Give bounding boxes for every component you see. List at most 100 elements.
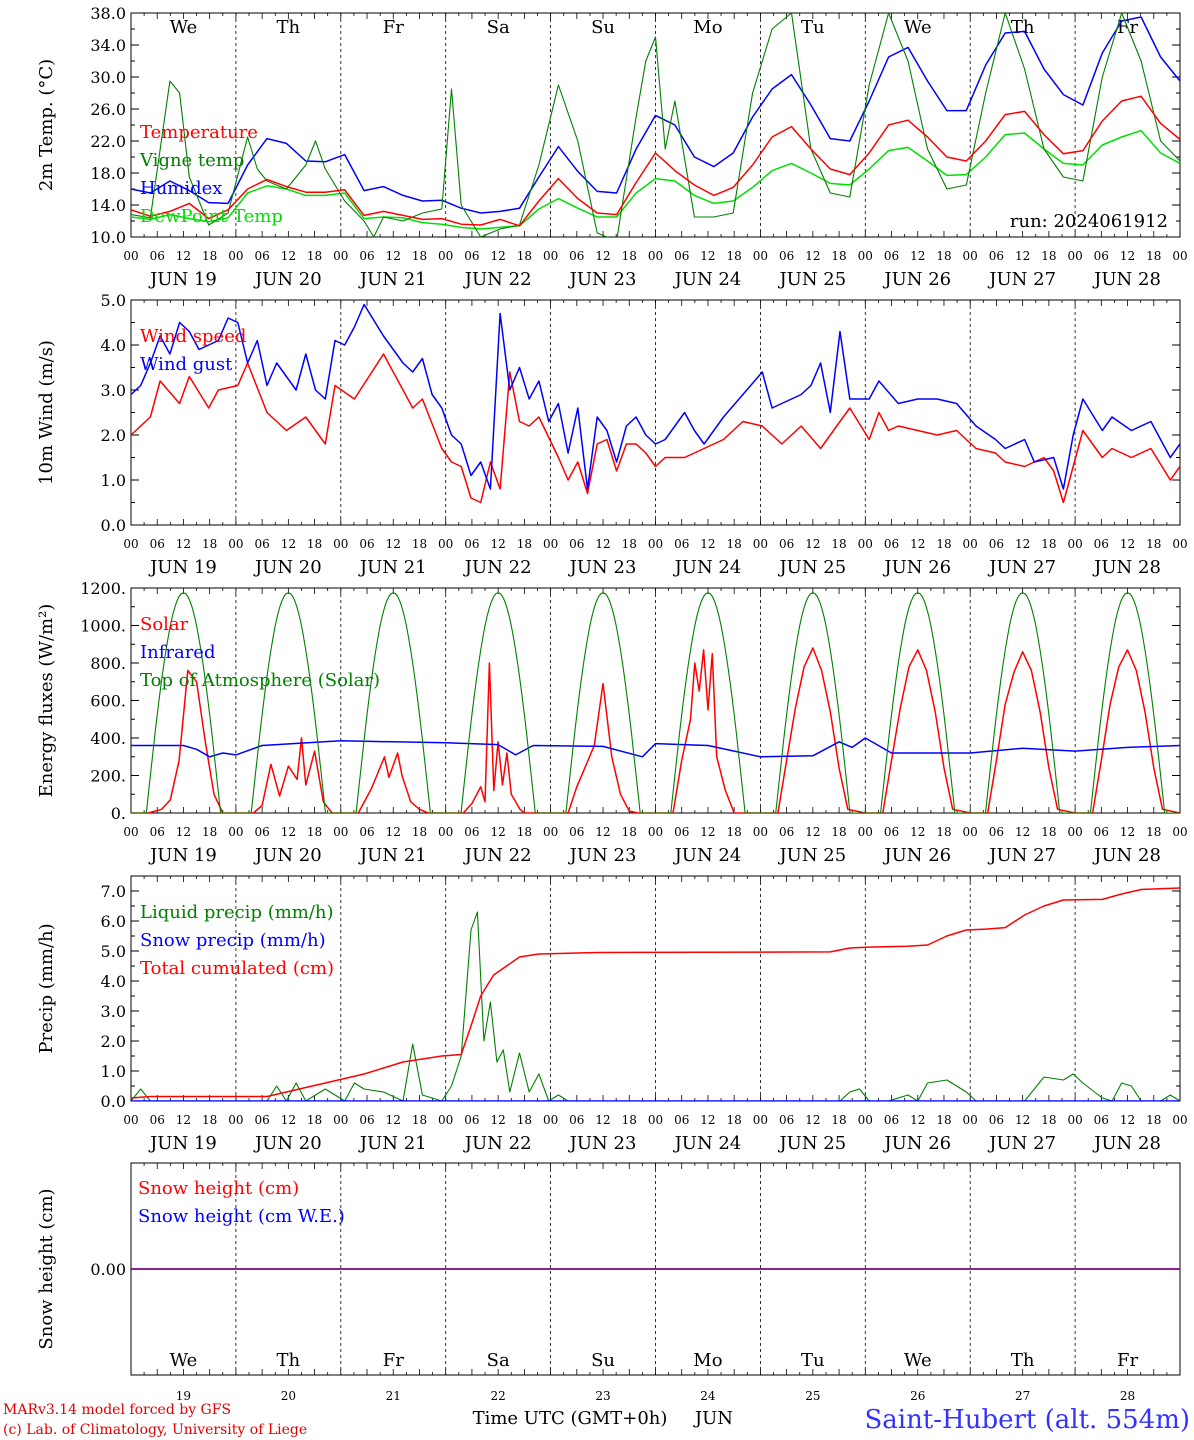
precip-hour-label: 00 <box>438 1113 453 1127</box>
temp-hour-label: 12 <box>281 249 296 263</box>
energy-hour-label: 00 <box>228 825 243 839</box>
temp-date-label: JUN 28 <box>1092 269 1161 290</box>
precip-y-tick-label: 3.0 <box>101 1002 126 1021</box>
copyright-credit: (c) Lab. of Climatology, University of L… <box>3 1422 307 1438</box>
temp-series-vigne-temp <box>131 13 1180 237</box>
temp-legend-entry: Vigne temp <box>139 150 244 171</box>
precip-series-liquid-precip-mm-h <box>131 911 1180 1101</box>
energy-hour-label: 00 <box>963 825 978 839</box>
energy-hour-label: 06 <box>1094 825 1109 839</box>
precip-y-tick-label: 0.0 <box>101 1092 126 1111</box>
temp-date-label: JUN 21 <box>358 269 427 290</box>
energy-date-label: JUN 21 <box>358 845 427 866</box>
energy-hour-label: 06 <box>779 825 794 839</box>
model-credit: MARv3.14 model forced by GFS <box>3 1402 231 1418</box>
wind-hour-label: 06 <box>569 537 584 551</box>
energy-hour-label: 12 <box>595 825 610 839</box>
wind-date-label: JUN 19 <box>148 557 217 578</box>
snow-weekday-label: Mo <box>693 1350 722 1371</box>
temp-series-group <box>131 13 1180 237</box>
wind-date-label: JUN 28 <box>1092 557 1161 578</box>
energy-hour-label: 00 <box>648 825 663 839</box>
precip-hour-label: 06 <box>359 1113 374 1127</box>
temp-weekday-label: We <box>170 17 198 38</box>
energy-date-label: JUN 25 <box>777 845 846 866</box>
temp-hour-label: 00 <box>543 249 558 263</box>
energy-hour-label: 18 <box>727 825 742 839</box>
wind-hour-label: 06 <box>779 537 794 551</box>
precip-hour-label: 06 <box>150 1113 165 1127</box>
energy-hour-label: 12 <box>386 825 401 839</box>
precip-hour-label: 00 <box>543 1113 558 1127</box>
snow-weekday-label: Fr <box>1117 1350 1138 1371</box>
energy-hour-label: 12 <box>700 825 715 839</box>
temp-hour-label: 06 <box>464 249 479 263</box>
precip-y-tick-label: 4.0 <box>101 972 126 991</box>
energy-hour-label: 06 <box>674 825 689 839</box>
temp-weekday-label: We <box>904 17 932 38</box>
energy-series-infrared <box>131 737 1180 758</box>
wind-y-tick-label: 2.0 <box>101 426 126 445</box>
precip-hour-label: 12 <box>1015 1113 1030 1127</box>
temp-legend-entry: Humidex <box>140 178 222 199</box>
energy-hour-label: 18 <box>936 825 951 839</box>
precip-y-tick-label: 2.0 <box>101 1032 126 1051</box>
precip-y-tick-label: 1.0 <box>101 1062 126 1081</box>
energy-hour-label: 00 <box>1067 825 1082 839</box>
temp-hour-label: 06 <box>989 249 1004 263</box>
precip-date-label: JUN 19 <box>148 1133 217 1154</box>
wind-y-tick-label: 0.0 <box>101 516 126 535</box>
precip-hour-label: 00 <box>963 1113 978 1127</box>
wind-date-label: JUN 24 <box>673 557 742 578</box>
precip-hour-label: 12 <box>910 1113 925 1127</box>
energy-hour-label: 18 <box>307 825 322 839</box>
precip-date-label: JUN 25 <box>777 1133 846 1154</box>
wind-hour-label: 00 <box>228 537 243 551</box>
precip-hour-label: 00 <box>1172 1113 1187 1127</box>
precip-y-tick-label: 7.0 <box>101 882 126 901</box>
temp-y-tick-label: 26.0 <box>90 100 126 119</box>
temp-hour-label: 18 <box>307 249 322 263</box>
energy-hour-label: 00 <box>543 825 558 839</box>
precip-hour-label: 06 <box>989 1113 1004 1127</box>
temp-hour-label: 18 <box>936 249 951 263</box>
temp-y-tick-label: 22.0 <box>90 132 126 151</box>
temp-hour-label: 06 <box>254 249 269 263</box>
energy-hour-label: 06 <box>989 825 1004 839</box>
wind-hour-label: 00 <box>438 537 453 551</box>
temp-hour-label: 12 <box>1015 249 1030 263</box>
temp-weekday-label: Fr <box>383 17 404 38</box>
temp-weekday-label: Tu <box>801 17 825 38</box>
energy-hour-label: 00 <box>753 825 768 839</box>
wind-hour-label: 00 <box>123 537 138 551</box>
temp-series-dewpoint-temp <box>131 129 1180 230</box>
precip-legend-entry: Total cumulated (cm) <box>140 958 334 979</box>
energy-hour-label: 18 <box>1041 825 1056 839</box>
temp-hour-label: 06 <box>359 249 374 263</box>
wind-hour-label: 00 <box>858 537 873 551</box>
temp-weekday-label: Th <box>1011 17 1035 38</box>
temp-hour-label: 18 <box>412 249 427 263</box>
wind-date-label: JUN 26 <box>882 557 951 578</box>
wind-hour-label: 12 <box>910 537 925 551</box>
precip-hour-label: 18 <box>307 1113 322 1127</box>
energy-hour-label: 06 <box>569 825 584 839</box>
temp-hour-label: 12 <box>386 249 401 263</box>
temp-date-label: JUN 26 <box>882 269 951 290</box>
temp-hour-label: 12 <box>805 249 820 263</box>
temp-legend-entry: DewPoint Temp <box>140 206 283 227</box>
wind-date-label: JUN 25 <box>777 557 846 578</box>
precip-hour-label: 12 <box>176 1113 191 1127</box>
temp-hour-label: 12 <box>700 249 715 263</box>
precip-hour-label: 00 <box>753 1113 768 1127</box>
day-number-label: 19 <box>176 1389 191 1403</box>
precip-hour-label: 12 <box>1120 1113 1135 1127</box>
precip-hour-label: 18 <box>936 1113 951 1127</box>
snow-legend-entry: Snow height (cm) <box>138 1178 299 1199</box>
energy-y-tick-label: 200. <box>90 767 126 786</box>
snow-weekday-label: We <box>170 1350 198 1371</box>
snow-weekday-label: Th <box>277 1350 301 1371</box>
precip-hour-label: 18 <box>831 1113 846 1127</box>
wind-hour-label: 12 <box>1015 537 1030 551</box>
day-number-label: 22 <box>491 1389 506 1403</box>
